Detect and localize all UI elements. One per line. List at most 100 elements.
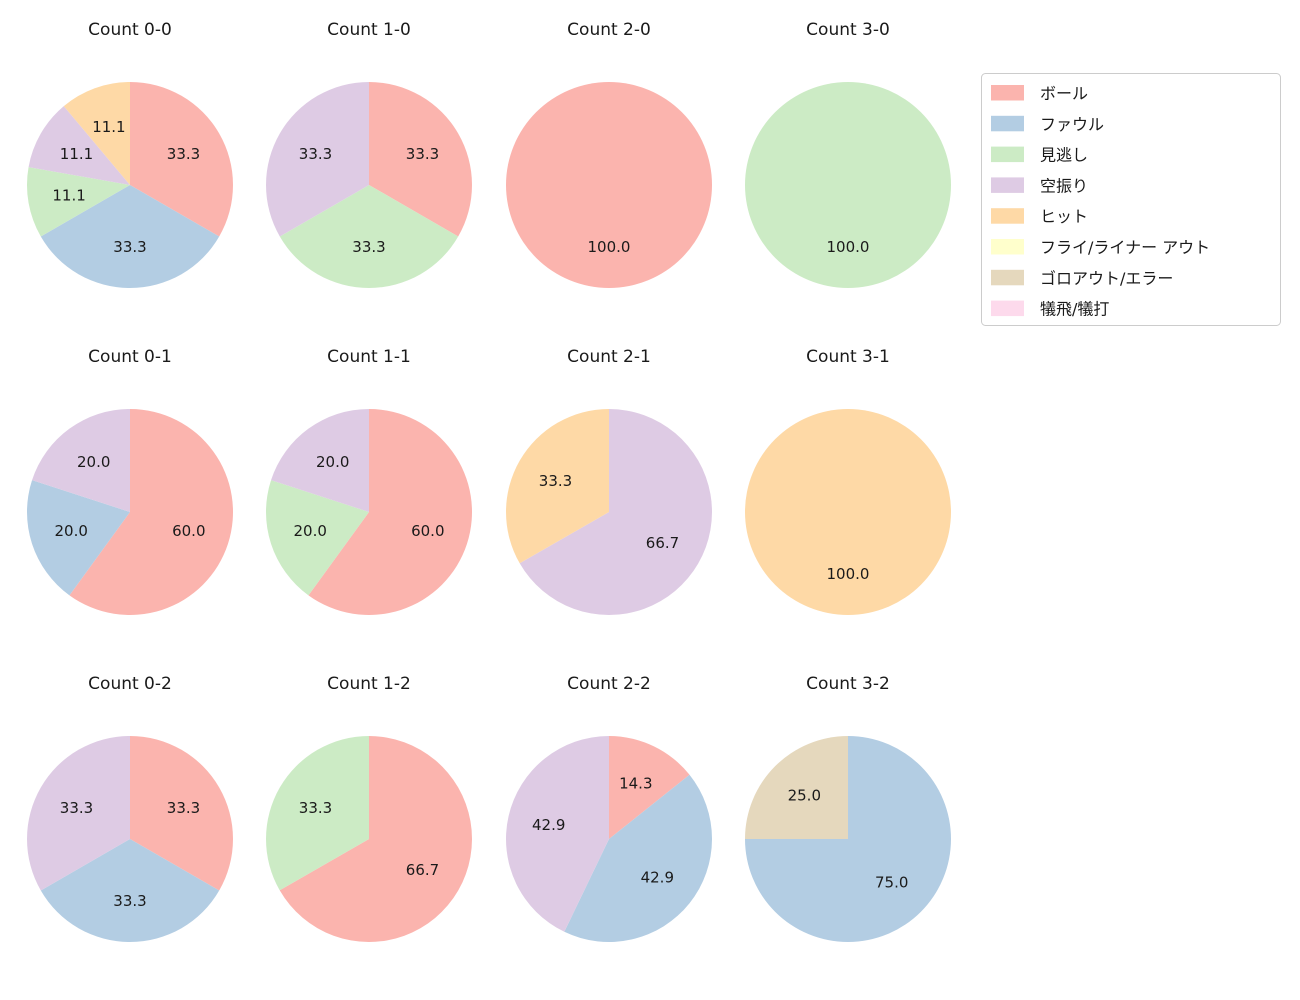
legend-label: ヒット xyxy=(1040,207,1088,226)
legend-label: ボール xyxy=(1040,84,1088,103)
pie-slice-label: 14.3 xyxy=(619,774,652,792)
pie-slice xyxy=(506,82,712,288)
pie-slice xyxy=(266,736,369,891)
pie-slice-label: 66.7 xyxy=(646,534,679,552)
subplot-title: Count 2-2 xyxy=(567,674,651,694)
pie-slice xyxy=(369,82,472,237)
pie-slice xyxy=(271,409,369,512)
pie-slice xyxy=(130,736,233,891)
pie-slice xyxy=(745,736,848,839)
pie-slice xyxy=(28,106,131,185)
pie-slice-label: 33.3 xyxy=(352,238,385,256)
pie-slice xyxy=(69,409,234,615)
pie-slice-label: 42.9 xyxy=(532,816,565,834)
subplot-count-2-1: Count 2-1 66.7 33.3 xyxy=(506,347,712,615)
pie-slice xyxy=(26,167,131,237)
subplot-title: Count 0-2 xyxy=(88,674,172,694)
pie-slice-label: 25.0 xyxy=(788,786,821,804)
subplot-title: Count 2-1 xyxy=(567,347,651,367)
pie-slice-label: 60.0 xyxy=(172,522,205,540)
pie-slice-label: 33.3 xyxy=(299,799,332,817)
subplot-count-0-2: Count 0-2 33.3 33.3 33.3 xyxy=(27,674,233,942)
legend-swatch xyxy=(991,85,1024,101)
pie-slice-label: 66.7 xyxy=(406,861,439,879)
subplot-title: Count 0-1 xyxy=(88,347,172,367)
pie-slice xyxy=(32,409,130,512)
pie-slice-label: 33.3 xyxy=(406,145,439,163)
pie-slice-label: 100.0 xyxy=(588,238,631,256)
pie-slice xyxy=(505,736,609,932)
pie-slice-label: 42.9 xyxy=(641,869,674,887)
subplot-count-3-0: Count 3-0 100.0 xyxy=(745,20,951,288)
pie-slice xyxy=(27,736,131,891)
pie-slice-label: 75.0 xyxy=(875,874,908,892)
legend-label: ファウル xyxy=(1040,115,1104,134)
subplot-count-2-2: Count 2-2 14.3 42.9 42.9 xyxy=(505,674,713,943)
pie-slice-label: 20.0 xyxy=(293,522,326,540)
pie-slice xyxy=(279,185,459,288)
legend-swatch xyxy=(991,177,1024,193)
pie-slice xyxy=(609,736,690,839)
subplot-count-3-1: Count 3-1 100.0 xyxy=(745,347,951,615)
pie-slice-label: 11.1 xyxy=(92,118,125,136)
subplot-title: Count 1-2 xyxy=(327,674,411,694)
subplot-title: Count 2-0 xyxy=(567,20,651,40)
subplot-count-3-2: Count 3-2 75.0 25.0 xyxy=(745,674,951,942)
legend-label: 犠飛/犠打 xyxy=(1040,300,1109,319)
pie-slice xyxy=(63,82,130,185)
subplot-count-2-0: Count 2-0 100.0 xyxy=(506,20,712,288)
pie-slice-label: 100.0 xyxy=(827,238,870,256)
legend-swatch xyxy=(991,208,1024,224)
pie-slice xyxy=(745,409,951,615)
subplot-title: Count 1-1 xyxy=(327,347,411,367)
pie-slice-label: 33.3 xyxy=(299,145,332,163)
legend-swatch xyxy=(991,239,1024,255)
pie-slice-label: 33.3 xyxy=(113,892,146,910)
legend-swatch xyxy=(991,300,1024,317)
pie-slice-label: 33.3 xyxy=(167,799,200,817)
pie-slice-label: 11.1 xyxy=(60,145,93,163)
pie-slice xyxy=(308,409,473,615)
subplot-title: Count 0-0 xyxy=(88,20,172,40)
legend-box xyxy=(981,73,1281,326)
pie-slice xyxy=(564,774,713,943)
subplot-count-0-1: Count 0-1 60.0 20.0 20.0 xyxy=(26,347,234,615)
pie-slice-label: 33.3 xyxy=(539,472,572,490)
pie-slice xyxy=(519,409,712,615)
subplot-title: Count 3-2 xyxy=(806,674,890,694)
subplot-title: Count 3-0 xyxy=(806,20,890,40)
pie-slice-label: 20.0 xyxy=(316,453,349,471)
legend-swatch xyxy=(991,115,1024,132)
legend-swatch xyxy=(991,269,1024,286)
pie-slice xyxy=(265,480,369,596)
legend-label: 空振り xyxy=(1040,176,1088,195)
legend-label: フライ/ライナー アウト xyxy=(1040,238,1210,257)
pie-slice xyxy=(40,839,220,942)
pie-slice xyxy=(40,185,220,288)
pie-slice xyxy=(266,82,369,237)
subplot-title: Count 1-0 xyxy=(327,20,411,40)
subplot-count-0-0: Count 0-0 33.3 33.3 11.1 11.1 11.1 xyxy=(26,20,233,288)
pie-slice xyxy=(506,409,609,564)
pie-slice-label: 20.0 xyxy=(77,453,110,471)
pie-slice-label: 20.0 xyxy=(54,522,87,540)
pie-slice-label: 60.0 xyxy=(411,522,444,540)
pie-slice xyxy=(745,82,951,288)
pie-slice-label: 33.3 xyxy=(60,799,93,817)
pie-slice xyxy=(26,480,130,596)
pie-slice-label: 11.1 xyxy=(52,187,85,205)
subplot-count-1-2: Count 1-2 66.7 33.3 xyxy=(266,674,473,942)
subplot-count-1-0: Count 1-0 33.3 33.3 33.3 xyxy=(266,20,472,288)
legend-label: 見逃し xyxy=(1040,146,1088,165)
subplot-title: Count 3-1 xyxy=(806,347,890,367)
legend-swatch xyxy=(991,146,1024,163)
pie-slice-label: 33.3 xyxy=(167,145,200,163)
pie-slice xyxy=(279,736,473,942)
subplot-count-1-1: Count 1-1 60.0 20.0 20.0 xyxy=(265,347,473,615)
pie-slice xyxy=(130,82,233,237)
pie-slice-label: 33.3 xyxy=(113,238,146,256)
legend-label: ゴロアウト/エラー xyxy=(1040,269,1173,288)
